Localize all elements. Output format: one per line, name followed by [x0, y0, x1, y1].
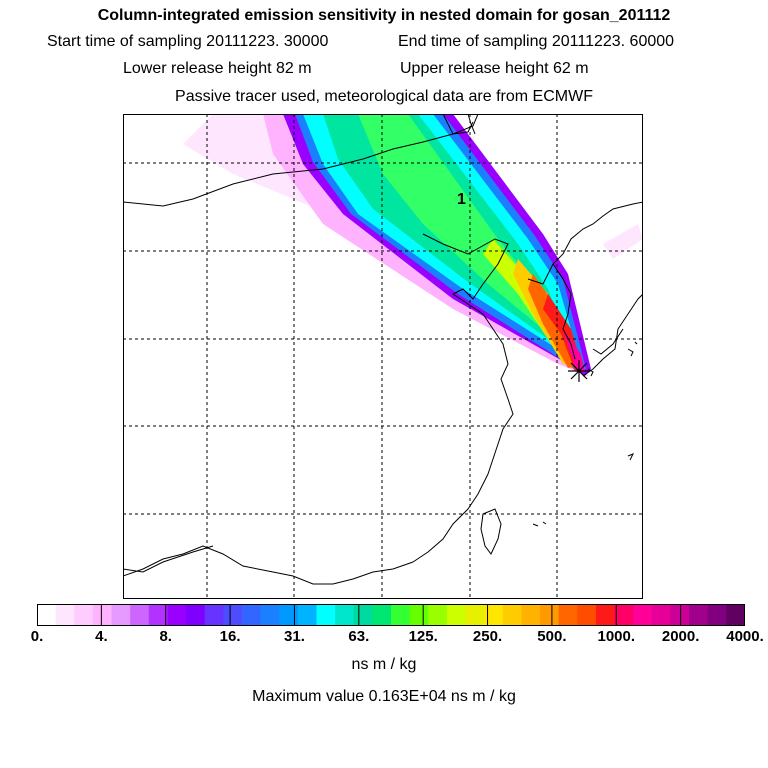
colorbar-tick-label: 63.: [348, 628, 370, 645]
colorbar-cell: [484, 604, 504, 626]
colorbar-tick-label: 0.: [30, 628, 44, 645]
coastlines: [123, 114, 643, 585]
colorbar-cell: [446, 604, 467, 626]
plume-label: 1: [457, 191, 466, 208]
colorbar-tick-label: 2000.: [661, 628, 700, 645]
colorbar-cell: [670, 604, 690, 626]
colorbar-cell: [707, 604, 727, 626]
colorbar-ticks: [37, 604, 745, 626]
plume-band-faint-east: [603, 224, 643, 259]
upper-release-height-label: Upper release height 62 m: [400, 60, 589, 77]
plume-layers: [183, 114, 643, 376]
asterisk-icon: [568, 360, 590, 382]
colorbar-tick-label: 31.: [284, 628, 305, 645]
map-title: Column-integrated emission sensitivity i…: [97, 7, 671, 24]
colorbar-cell: [92, 604, 113, 626]
colorbar-cell: [614, 604, 634, 626]
colorbar: [37, 604, 745, 626]
tracer-info-line: Passive tracer used, meteorological data…: [175, 88, 593, 105]
colorbar-cell: [577, 604, 597, 626]
colorbar-tick-label: 500.: [537, 628, 567, 645]
colorbar-cell: [595, 604, 616, 626]
colorbar-cell: [111, 604, 131, 626]
colorbar-cell: [353, 604, 373, 626]
start-time-label: Start time of sampling 20111223. 30000: [47, 33, 329, 50]
colorbar-cells: [37, 604, 745, 626]
colorbar-cell: [502, 604, 523, 626]
colorbar-cell: [409, 604, 429, 626]
colorbar-units: ns m / kg: [351, 656, 417, 673]
lower-release-height-label: Lower release height 82 m: [123, 60, 312, 77]
colorbar-cell: [316, 604, 336, 626]
colorbar-cell: [465, 604, 485, 626]
colorbar-cell: [689, 604, 709, 626]
colorbar-tick-label: 4000.: [726, 628, 764, 645]
colorbar-cell: [391, 604, 411, 626]
colorbar-cell: [372, 604, 392, 626]
colorbar-cell: [540, 604, 560, 626]
colorbar-cell: [633, 604, 653, 626]
colorbar-cell: [241, 604, 262, 626]
colorbar-cell: [55, 604, 75, 626]
colorbar-cell: [223, 604, 243, 626]
colorbar-cell: [204, 604, 224, 626]
maximum-value-label: Maximum value 0.163E+04 ns m / kg: [252, 688, 516, 705]
colorbar-cell: [167, 604, 187, 626]
colorbar-cell: [148, 604, 169, 626]
colorbar-tick-label: 1000.: [597, 628, 636, 645]
colorbar-tick-label: 4.: [95, 628, 108, 645]
colorbar-tick-label: 16.: [219, 628, 241, 645]
emission-sensitivity-map: 1: [123, 114, 643, 599]
colorbar-cell: [74, 604, 94, 626]
colorbar-cell: [335, 604, 355, 626]
colorbar-cell: [651, 604, 672, 626]
colorbar-cell: [726, 604, 745, 626]
plume-band-lightgreen: [358, 114, 571, 359]
colorbar-cell: [558, 604, 578, 626]
colorbar-tick-label: 250.: [472, 628, 503, 645]
colorbar-cell: [37, 604, 57, 626]
plume-band-faint: [183, 114, 588, 376]
colorbar-cell: [428, 604, 448, 626]
colorbar-tick-label: 125.: [408, 628, 438, 645]
colorbar-cell: [260, 604, 280, 626]
map-frame: [123, 114, 643, 599]
end-time-label: End time of sampling 20111223. 60000: [398, 33, 675, 50]
colorbar-cell: [279, 604, 299, 626]
colorbar-cell: [297, 604, 318, 626]
colorbar-tick-label: 8.: [159, 628, 172, 645]
colorbar-cell: [521, 604, 541, 626]
colorbar-cell: [130, 604, 150, 626]
graticule: [123, 114, 643, 599]
colorbar-cell: [186, 604, 206, 626]
